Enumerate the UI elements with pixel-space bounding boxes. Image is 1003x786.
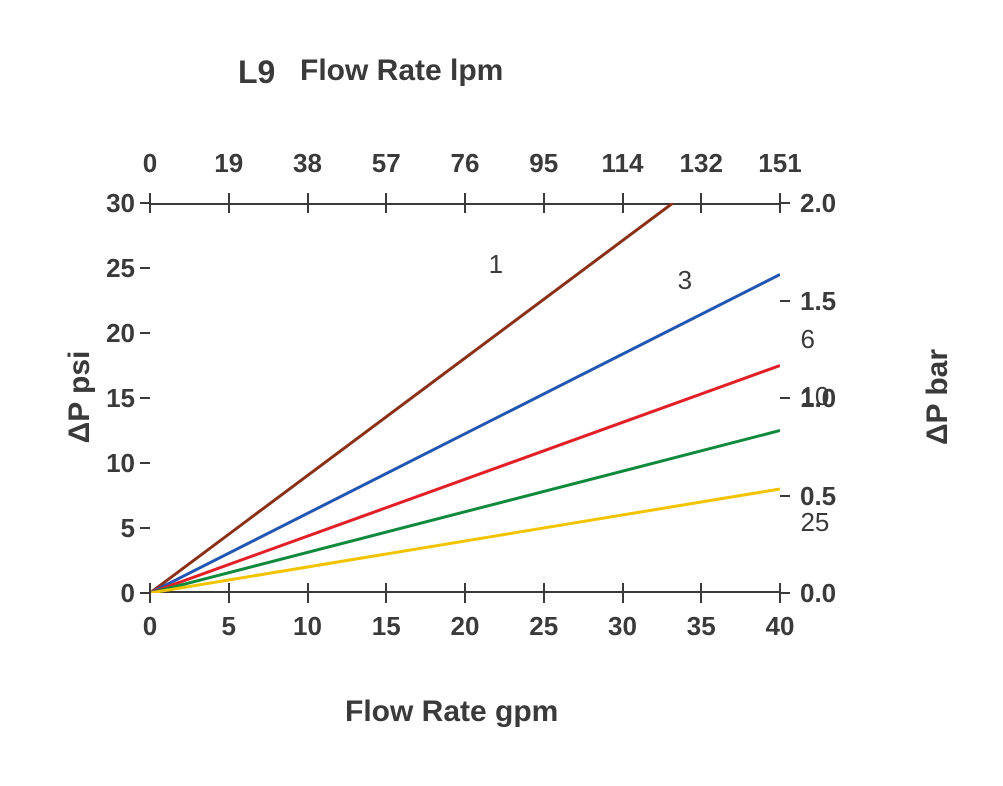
x-top-tick-inner: [307, 203, 309, 213]
x-bottom-label: 15: [361, 611, 411, 642]
series-label: 3: [678, 265, 692, 296]
x-bottom-tick: [543, 593, 545, 603]
x-top-tick-inner: [543, 203, 545, 213]
series-line: [150, 366, 780, 594]
x-bottom-tick-inner: [700, 583, 702, 593]
x-top-tick-inner: [464, 203, 466, 213]
x-bottom-label: 0: [125, 611, 175, 642]
y-left-tick: [140, 397, 150, 399]
x-bottom-tick-inner: [228, 583, 230, 593]
x-bottom-tick: [622, 593, 624, 603]
y-left-label: 30: [80, 188, 135, 219]
x-bottom-tick-inner: [385, 583, 387, 593]
x-bottom-tick: [779, 593, 781, 603]
series-line: [150, 275, 780, 594]
y-right-tick: [780, 397, 790, 399]
series-line: [150, 431, 780, 594]
x-bottom-tick: [149, 593, 151, 603]
x-bottom-tick: [700, 593, 702, 603]
x-top-tick: [307, 193, 309, 203]
y-right-label: 0.0: [800, 578, 860, 609]
x-bottom-label: 20: [440, 611, 490, 642]
x-bottom-label: 5: [204, 611, 254, 642]
x-bottom-tick: [228, 593, 230, 603]
y-left-tick: [140, 332, 150, 334]
x-bottom-tick-inner: [307, 583, 309, 593]
x-top-tick: [543, 193, 545, 203]
x-top-tick: [464, 193, 466, 203]
x-bottom-label: 25: [519, 611, 569, 642]
x-top-tick: [700, 193, 702, 203]
y-right-label: 2.0: [800, 188, 860, 219]
x-top-tick: [622, 193, 624, 203]
series-line: [150, 489, 780, 593]
x-top-label: 0: [120, 148, 180, 179]
x-bottom-tick: [385, 593, 387, 603]
y-left-tick: [140, 267, 150, 269]
x-top-label: 19: [199, 148, 259, 179]
x-top-label: 114: [593, 148, 653, 179]
chart-container: { "chart": { "type": "line", "model_labe…: [0, 0, 1003, 786]
x-top-tick-inner: [622, 203, 624, 213]
x-bottom-tick-inner: [464, 583, 466, 593]
y-left-label: 5: [80, 513, 135, 544]
x-top-tick: [228, 193, 230, 203]
x-top-tick-inner: [385, 203, 387, 213]
y-left-label: 15: [80, 383, 135, 414]
y-left-label: 10: [80, 448, 135, 479]
series-label: 10: [800, 381, 829, 412]
x-top-label: 95: [514, 148, 574, 179]
y-right-tick: [780, 202, 790, 204]
y-left-tick: [140, 527, 150, 529]
y-left-tick: [140, 592, 150, 594]
x-bottom-tick: [464, 593, 466, 603]
x-bottom-tick: [307, 593, 309, 603]
y-left-label: 20: [80, 318, 135, 349]
x-bottom-label: 10: [283, 611, 333, 642]
y-left-tick: [140, 462, 150, 464]
x-top-tick-inner: [700, 203, 702, 213]
y-right-tick: [780, 300, 790, 302]
x-top-tick-inner: [228, 203, 230, 213]
x-top-label: 132: [671, 148, 731, 179]
series-label: 6: [800, 324, 814, 355]
y-left-tick: [140, 202, 150, 204]
y-right-label: 1.5: [800, 286, 860, 317]
series-label: 1: [489, 249, 503, 280]
x-bottom-label: 35: [676, 611, 726, 642]
x-bottom-label: 30: [598, 611, 648, 642]
x-top-tick-inner: [779, 203, 781, 213]
x-top-tick: [385, 193, 387, 203]
series-label: 25: [800, 507, 829, 538]
x-bottom-label: 40: [755, 611, 805, 642]
x-top-label: 76: [435, 148, 495, 179]
x-top-tick-inner: [149, 203, 151, 213]
y-left-label: 0: [80, 578, 135, 609]
x-top-label: 38: [278, 148, 338, 179]
x-top-label: 151: [750, 148, 810, 179]
series-line: [150, 203, 673, 593]
y-right-tick: [780, 495, 790, 497]
x-bottom-tick-inner: [543, 583, 545, 593]
y-left-label: 25: [80, 253, 135, 284]
y-right-tick: [780, 592, 790, 594]
x-bottom-tick-inner: [622, 583, 624, 593]
x-top-label: 57: [356, 148, 416, 179]
